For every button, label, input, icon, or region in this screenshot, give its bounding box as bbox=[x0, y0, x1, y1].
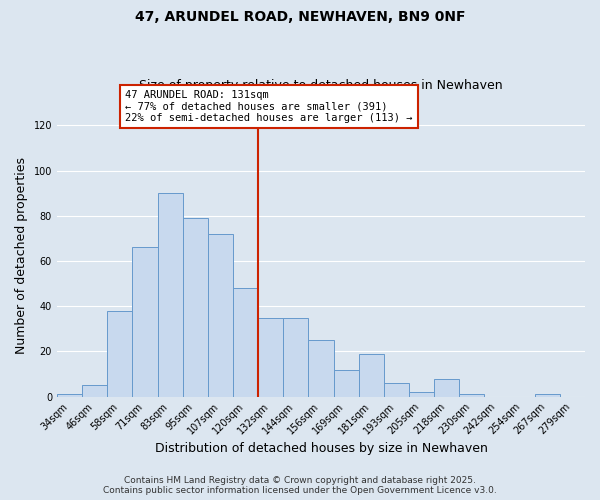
X-axis label: Distribution of detached houses by size in Newhaven: Distribution of detached houses by size … bbox=[155, 442, 487, 455]
Bar bbox=[208, 234, 233, 396]
Bar bbox=[283, 318, 308, 396]
Bar bbox=[359, 354, 384, 397]
Text: 47, ARUNDEL ROAD, NEWHAVEN, BN9 0NF: 47, ARUNDEL ROAD, NEWHAVEN, BN9 0NF bbox=[135, 10, 465, 24]
Text: 47 ARUNDEL ROAD: 131sqm
← 77% of detached houses are smaller (391)
22% of semi-d: 47 ARUNDEL ROAD: 131sqm ← 77% of detache… bbox=[125, 90, 412, 123]
Title: Size of property relative to detached houses in Newhaven: Size of property relative to detached ho… bbox=[139, 79, 503, 92]
Bar bbox=[258, 318, 283, 396]
Bar bbox=[459, 394, 484, 396]
Bar bbox=[233, 288, 258, 397]
Text: Contains HM Land Registry data © Crown copyright and database right 2025.
Contai: Contains HM Land Registry data © Crown c… bbox=[103, 476, 497, 495]
Bar bbox=[182, 218, 208, 396]
Bar bbox=[434, 378, 459, 396]
Y-axis label: Number of detached properties: Number of detached properties bbox=[15, 157, 28, 354]
Bar bbox=[158, 193, 182, 396]
Bar bbox=[57, 394, 82, 396]
Bar bbox=[334, 370, 359, 396]
Bar bbox=[82, 386, 107, 396]
Bar bbox=[107, 310, 133, 396]
Bar bbox=[409, 392, 434, 396]
Bar bbox=[384, 383, 409, 396]
Bar bbox=[535, 394, 560, 396]
Bar bbox=[133, 248, 158, 396]
Bar bbox=[308, 340, 334, 396]
